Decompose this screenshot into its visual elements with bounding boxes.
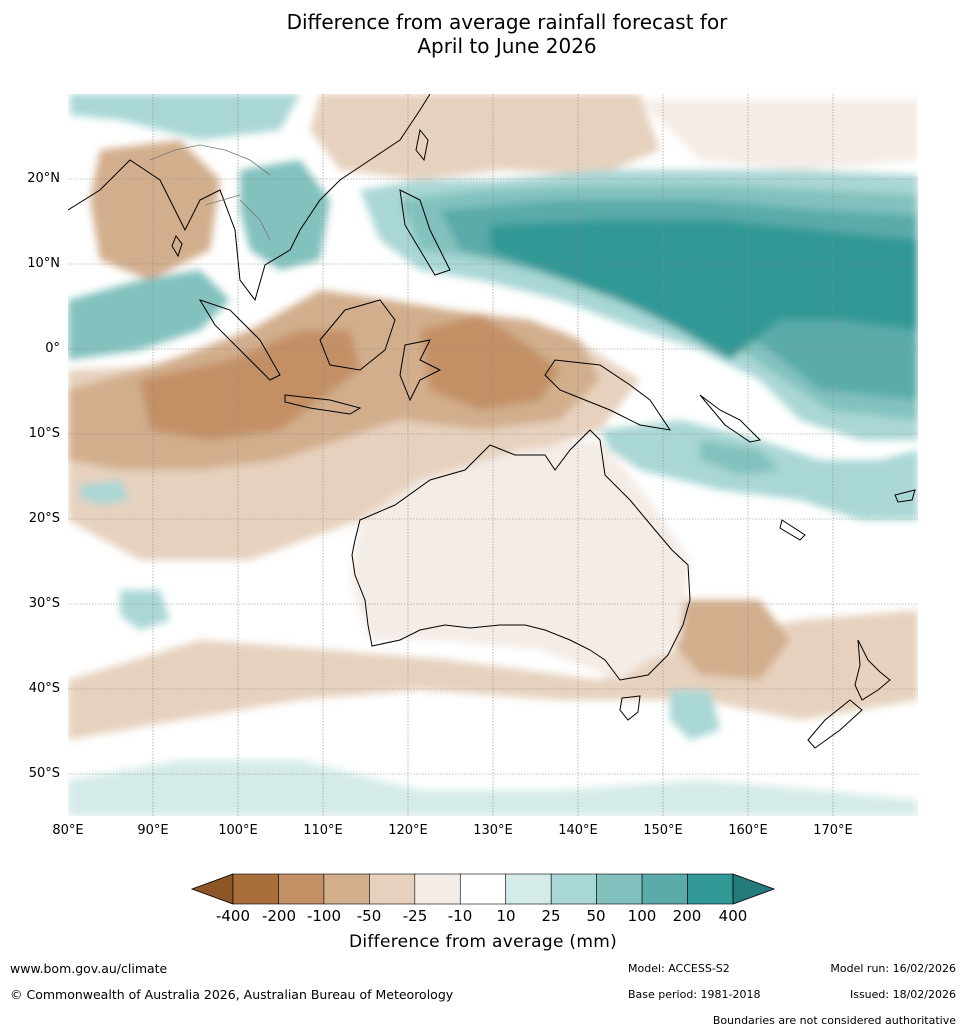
borneo-coast <box>319 299 396 371</box>
taiwan-coast <box>415 128 429 162</box>
colorbar-segment <box>550 873 597 905</box>
lat-label-20s: 20°S <box>28 511 60 526</box>
solomons-coast <box>699 394 762 443</box>
coastlines <box>68 94 916 749</box>
colorbar-title: Difference from average (mm) <box>348 932 618 952</box>
wet-west-patch-2 <box>80 480 130 505</box>
colorbar-label-10: 10 <box>496 907 516 925</box>
colorbar-label-neg200: -200 <box>261 907 297 925</box>
dry-tasman <box>670 600 790 680</box>
asia-coast <box>68 94 431 302</box>
colorbar-label-400: 400 <box>718 907 748 925</box>
rainfall-map <box>68 94 918 816</box>
wet-tasman-patch <box>670 690 720 740</box>
colorbar-segment <box>323 873 370 905</box>
rainfall-field <box>68 94 918 816</box>
fiji-coast <box>894 489 916 503</box>
colorbar-label-neg10: -10 <box>447 907 473 925</box>
philippines-coast <box>399 189 451 276</box>
footer-issued: Issued: 18/02/2026 <box>849 988 956 1001</box>
sumatra-coast <box>198 299 281 381</box>
lon-label-110e: 110°E <box>303 823 343 838</box>
new-zealand-north <box>854 639 891 701</box>
colorbar-label-neg50: -50 <box>356 907 382 925</box>
australia-coast <box>351 429 691 681</box>
java-coast <box>284 394 362 415</box>
colorbar-label-200: 200 <box>672 907 702 925</box>
colorbar-label-neg25: -25 <box>402 907 428 925</box>
colorbar-extend-high <box>732 873 776 905</box>
wet-coral-core <box>700 440 780 475</box>
colorbar-segment <box>459 873 507 905</box>
footer-model: Model: ACCESS-S2 <box>628 962 730 975</box>
lat-label-0: 0° <box>45 341 60 356</box>
footer-website[interactable]: www.bom.gov.au/climate <box>10 961 168 976</box>
footer-model-run: Model run: 16/02/2026 <box>830 962 956 975</box>
footer-base-period: Base period: 1981-2018 <box>628 988 761 1001</box>
tasmania-coast <box>619 695 641 721</box>
lat-label-40s: 40°S <box>28 681 60 696</box>
colorbar-segment <box>278 873 325 905</box>
lat-label-50s: 50°S <box>28 766 60 781</box>
wet-north-edge <box>70 94 300 140</box>
colorbar-label-25: 25 <box>541 907 561 925</box>
wet-south-china-sea <box>240 160 330 270</box>
lon-label-170e: 170°E <box>813 823 853 838</box>
very-dry-core-2 <box>420 315 560 410</box>
lon-label-150e: 150°E <box>643 823 683 838</box>
colorbar-label-neg400: -400 <box>215 907 251 925</box>
title-line-2: April to June 2026 <box>417 34 597 58</box>
colorbar-label-100: 100 <box>627 907 657 925</box>
wet-pacific-core <box>490 220 918 360</box>
dry-north <box>310 94 660 180</box>
title-line-1: Difference from average rainfall forecas… <box>286 10 728 34</box>
new-zealand-south <box>807 699 863 749</box>
lat-label-20n: 20°N <box>27 171 60 186</box>
colorbar-segment <box>641 873 688 905</box>
dry-ne <box>640 100 918 170</box>
wet-southern-ocean <box>68 760 918 816</box>
lon-label-160e: 160°E <box>728 823 768 838</box>
colorbar-segment <box>505 873 552 905</box>
new-guinea-coast <box>544 359 672 431</box>
country-borders <box>149 144 271 241</box>
colorbar-segment <box>414 873 461 905</box>
lat-label-10s: 10°S <box>28 426 60 441</box>
lon-label-140e: 140°E <box>558 823 598 838</box>
sri-lanka-coast <box>171 234 183 258</box>
colorbar-segment <box>596 873 643 905</box>
lon-label-120e: 120°E <box>388 823 428 838</box>
colorbar-label-neg100: -100 <box>306 907 342 925</box>
wet-west-patch <box>120 590 170 630</box>
colorbar-label-50: 50 <box>586 907 606 925</box>
lon-label-100e: 100°E <box>218 823 258 838</box>
lon-label-130e: 130°E <box>473 823 513 838</box>
map-title: Difference from average rainfall forecas… <box>0 10 965 58</box>
sulawesi-coast <box>399 339 442 402</box>
dry-australia <box>350 440 690 680</box>
lat-label-30s: 30°S <box>28 596 60 611</box>
graticule <box>68 94 918 816</box>
lon-label-90e: 90°E <box>137 823 169 838</box>
wet-indian-ocean <box>68 270 230 360</box>
footer-disclaimer: Boundaries are not considered authoritat… <box>712 1014 956 1027</box>
colorbar <box>190 873 776 905</box>
footer-copyright: © Commonwealth of Australia 2026, Austra… <box>10 987 454 1002</box>
lat-label-10n: 10°N <box>27 256 60 271</box>
colorbar-segment <box>687 873 734 905</box>
lon-label-80e: 80°E <box>52 823 84 838</box>
colorbar-segment <box>369 873 416 905</box>
very-dry-core <box>140 330 360 440</box>
colorbar-segment <box>232 873 279 905</box>
new-caledonia-coast <box>779 519 806 541</box>
dry-india <box>90 140 220 280</box>
colorbar-extend-low <box>190 873 234 905</box>
